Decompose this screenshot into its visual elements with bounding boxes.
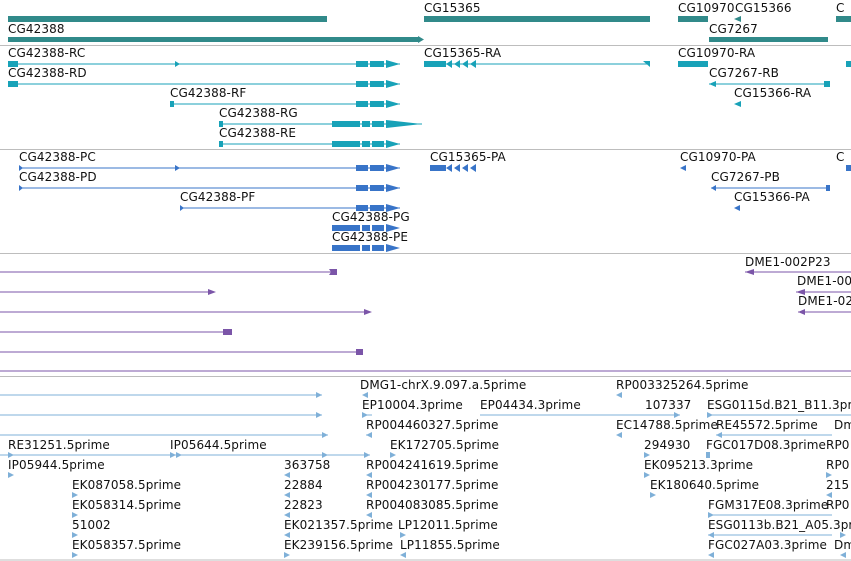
clone-label[interactable]: DME1-00: [797, 274, 851, 288]
est-label[interactable]: Dm: [834, 418, 851, 432]
transcript-b-graphics: [19, 164, 851, 252]
est-label[interactable]: RP004241619.5prime: [366, 458, 499, 472]
est-label[interactable]: EK180640.5prime: [650, 478, 760, 492]
gene-label[interactable]: CG15366: [735, 1, 792, 15]
est-label[interactable]: EK058357.5prime: [72, 538, 182, 552]
est-label[interactable]: 51002: [72, 518, 111, 532]
gene-label[interactable]: CG42388: [8, 22, 65, 36]
track-separator: [0, 376, 851, 377]
transcript-a-graphics: [8, 60, 851, 148]
est-label[interactable]: RP003325264.5prime: [616, 378, 749, 392]
est-label[interactable]: 294930: [644, 438, 691, 452]
transcript-label[interactable]: CG7267-RB: [709, 66, 780, 80]
est-label[interactable]: EK172705.5prime: [390, 438, 500, 452]
est-label[interactable]: LP12011.5prime: [398, 518, 498, 532]
protein-label[interactable]: CG42388-PD: [19, 170, 97, 184]
est-label[interactable]: RP0: [826, 438, 850, 452]
gene-bar[interactable]: [709, 37, 828, 42]
protein-label[interactable]: CG15366-PA: [734, 190, 810, 204]
transcript-label[interactable]: CG42388-RC: [8, 46, 86, 60]
est-label[interactable]: 363758: [284, 458, 331, 472]
est-label[interactable]: EK087058.5prime: [72, 478, 182, 492]
est-label[interactable]: RP004230177.5prime: [366, 478, 499, 492]
est-label[interactable]: EK058314.5prime: [72, 498, 182, 512]
est-label[interactable]: FGM317E08.3prime: [708, 498, 829, 512]
transcript-label[interactable]: CG15366-RA: [734, 86, 812, 100]
est-label[interactable]: IP05644.5prime: [170, 438, 267, 452]
gene-label[interactable]: CG10970: [678, 1, 735, 15]
transcript-label[interactable]: CG42388-RE: [219, 126, 297, 140]
transcript-label[interactable]: CG15365-RA: [424, 46, 502, 60]
est-label[interactable]: EP10004.3prime: [362, 398, 463, 412]
est-label[interactable]: DMG1-chrX.9.097.a.5prime: [360, 378, 527, 392]
est-label[interactable]: RP004083085.5prime: [366, 498, 499, 512]
est-track: DMG1-chrX.9.097.a.5prime RP003325264.5pr…: [0, 377, 851, 561]
track-separator: [0, 149, 851, 150]
gene-bar[interactable]: [424, 16, 650, 22]
est-track-graphics: [0, 392, 851, 561]
protein-label[interactable]: CG42388-PC: [19, 150, 96, 164]
gene-bar[interactable]: [8, 37, 418, 42]
protein-label[interactable]: CG42388-PE: [332, 230, 408, 244]
protein-label[interactable]: CG42388-PF: [180, 190, 256, 204]
gene-arrow[interactable]: [418, 36, 424, 43]
gene-track-graphics: [8, 16, 851, 43]
transcript-label[interactable]: CG42388-RG: [219, 106, 298, 120]
gene-bar[interactable]: [836, 16, 851, 22]
transcript-label[interactable]: CG42388-RD: [8, 66, 87, 80]
est-label[interactable]: RP0: [826, 458, 850, 472]
est-label[interactable]: RE45572.5prime: [716, 418, 818, 432]
protein-label[interactable]: C: [836, 150, 845, 164]
transcript-label[interactable]: CG10970-RA: [678, 46, 756, 60]
est-label[interactable]: FGC017D08.3prime: [706, 438, 827, 452]
est-label[interactable]: EC14788.5prime: [616, 418, 718, 432]
clone-track-graphics: [0, 269, 851, 372]
est-label[interactable]: 22823: [284, 498, 323, 512]
transcript-track-a: CG42388-RC CG42388-RD CG42388-RF CG42388…: [0, 46, 851, 149]
est-label[interactable]: LP11855.5prime: [400, 538, 500, 552]
est-label[interactable]: Dm: [834, 538, 851, 552]
clone-label[interactable]: DME1-02: [798, 294, 851, 308]
est-label[interactable]: ESG0115d.B21_B11.3prime: [707, 398, 851, 412]
track-separator: [0, 253, 851, 254]
gene-label[interactable]: CG15365: [424, 1, 481, 15]
protein-label[interactable]: CG10970-PA: [680, 150, 756, 164]
protein-label[interactable]: CG15365-PA: [430, 150, 506, 164]
est-label[interactable]: EK239156.5prime: [284, 538, 394, 552]
est-label[interactable]: 22884: [284, 478, 323, 492]
gene-arrow[interactable]: [734, 16, 741, 22]
est-label[interactable]: RP0: [826, 498, 850, 512]
gene-track: CG15365 CG10970 CG15366 C CG42388 CG7267: [0, 0, 851, 45]
track-separator: [0, 45, 851, 46]
protein-label[interactable]: CG7267-PB: [711, 170, 780, 184]
est-label[interactable]: 215: [826, 478, 850, 492]
est-label[interactable]: RE31251.5prime: [8, 438, 110, 452]
protein-label[interactable]: CG42388-PG: [332, 210, 410, 224]
gene-bar[interactable]: [678, 16, 708, 22]
est-label[interactable]: ESG0113b.B21_A05.3prime: [708, 518, 851, 532]
clone-label[interactable]: DME1-002P23: [745, 255, 831, 269]
gene-bar[interactable]: [8, 16, 327, 22]
est-label[interactable]: FGC027A03.3prime: [708, 538, 827, 552]
transcript-label[interactable]: CG42388-RF: [170, 86, 247, 100]
est-label[interactable]: EK095213.3prime: [644, 458, 754, 472]
est-label[interactable]: RP004460327.5prime: [366, 418, 499, 432]
est-label[interactable]: 107337: [645, 398, 692, 412]
transcript-track-b: CG42388-PC CG42388-PD CG42388-PF CG42388…: [0, 150, 851, 253]
clone-track: DME1-002P23 DME1-00 DME1-02: [0, 254, 851, 372]
est-label[interactable]: EP04434.3prime: [480, 398, 581, 412]
gene-label[interactable]: C: [836, 1, 845, 15]
est-label[interactable]: EK021357.5prime: [284, 518, 394, 532]
gene-label[interactable]: CG7267: [709, 22, 758, 36]
est-label[interactable]: IP05944.5prime: [8, 458, 105, 472]
